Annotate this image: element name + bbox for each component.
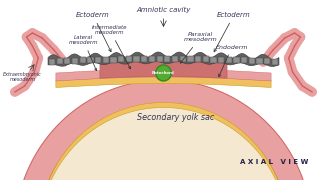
Bar bbox=[172, 56, 178, 62]
Text: Secondary yolk sac: Secondary yolk sac bbox=[137, 113, 214, 122]
Text: Amniotic cavity: Amniotic cavity bbox=[136, 7, 191, 13]
Bar bbox=[80, 57, 86, 64]
Bar bbox=[233, 57, 240, 63]
Text: A X I A L   V I E W: A X I A L V I E W bbox=[240, 159, 308, 165]
Polygon shape bbox=[40, 102, 287, 180]
Bar bbox=[57, 58, 63, 64]
Bar bbox=[249, 58, 255, 64]
Bar bbox=[272, 58, 278, 64]
Text: Endoderm: Endoderm bbox=[216, 44, 248, 77]
Bar bbox=[103, 57, 109, 63]
Bar bbox=[226, 57, 232, 63]
Bar bbox=[203, 57, 209, 62]
Text: Notochord: Notochord bbox=[152, 71, 175, 75]
Bar bbox=[257, 58, 263, 64]
Circle shape bbox=[156, 65, 171, 81]
Text: Ectoderm: Ectoderm bbox=[214, 12, 251, 52]
Polygon shape bbox=[56, 69, 271, 81]
Bar bbox=[64, 58, 70, 64]
Bar bbox=[126, 56, 132, 62]
Bar bbox=[210, 57, 217, 63]
Text: Extraembryonic
mesoderm: Extraembryonic mesoderm bbox=[3, 72, 42, 82]
Bar bbox=[49, 58, 55, 64]
Bar bbox=[133, 56, 140, 62]
Polygon shape bbox=[41, 106, 286, 180]
Text: Ectoderm: Ectoderm bbox=[76, 12, 111, 52]
Text: Paraxial
mesoderm: Paraxial mesoderm bbox=[180, 32, 218, 63]
Bar bbox=[118, 57, 124, 62]
Bar bbox=[72, 58, 78, 64]
Bar bbox=[149, 56, 155, 62]
Polygon shape bbox=[48, 52, 279, 66]
Bar bbox=[187, 56, 194, 62]
Bar bbox=[95, 57, 101, 63]
Bar bbox=[180, 56, 186, 62]
Bar bbox=[87, 57, 93, 63]
Bar bbox=[164, 56, 171, 62]
Bar bbox=[195, 56, 201, 62]
Polygon shape bbox=[56, 76, 271, 87]
Bar bbox=[218, 57, 224, 63]
Bar bbox=[241, 57, 247, 64]
Bar bbox=[264, 58, 270, 64]
Bar bbox=[156, 56, 163, 62]
Text: Lateral
mesoderm: Lateral mesoderm bbox=[68, 35, 98, 71]
Polygon shape bbox=[16, 80, 311, 180]
Polygon shape bbox=[100, 62, 227, 78]
Bar bbox=[141, 56, 148, 62]
Text: Intermediate
mesoderm: Intermediate mesoderm bbox=[92, 25, 131, 69]
Bar bbox=[110, 57, 116, 63]
